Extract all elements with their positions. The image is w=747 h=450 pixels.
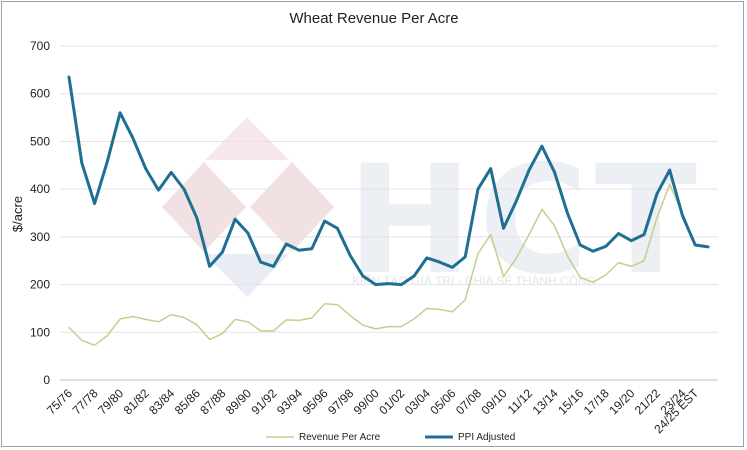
x-tick-label: 19/20 (606, 386, 637, 417)
series-line-ppi-adjusted (67, 75, 710, 287)
x-tick-label: 77/78 (70, 386, 101, 417)
watermark-caption: KIẾN TẠO GIÁ TRỊ - CHIA SẺ THÀNH CÔNG (352, 273, 596, 288)
x-tick-label: 87/88 (197, 386, 228, 417)
x-tick-label: 03/04 (402, 386, 433, 417)
series-line-revenue-per-acre (68, 183, 696, 346)
y-tick-label: 100 (30, 325, 50, 339)
y-tick-label: 0 (43, 373, 50, 387)
x-tick-label: 01/02 (376, 386, 407, 417)
grid-lines (60, 45, 718, 381)
y-axis-ticks: 0 100 200 300 400 500 600 700 (30, 39, 50, 387)
chart-title: Wheat Revenue Per Acre (289, 10, 458, 27)
x-tick-label: 93/94 (274, 386, 305, 417)
watermark-letters: HCT (347, 134, 703, 308)
x-tick-label: 95/96 (300, 386, 331, 417)
legend-label-ppi: PPI Adjusted (458, 432, 515, 443)
x-tick-label: 99/00 (351, 386, 382, 417)
x-tick-label: 81/82 (121, 386, 152, 417)
x-tick-label: 09/10 (479, 386, 510, 417)
x-tick-label: 91/92 (248, 386, 279, 417)
x-tick-label: 89/90 (223, 386, 254, 417)
y-tick-label: 300 (30, 230, 50, 244)
series-lines (67, 75, 710, 346)
y-axis-label: $/acre (10, 196, 25, 232)
x-tick-label: 07/08 (453, 386, 484, 417)
y-tick-label: 400 (30, 182, 50, 196)
x-tick-label: 75/76 (44, 386, 75, 417)
x-tick-label: 79/80 (95, 386, 126, 417)
x-tick-label: 13/14 (530, 386, 561, 417)
x-tick-label: 83/84 (146, 386, 177, 417)
watermark-logo: HCT KIẾN TẠO GIÁ TRỊ - CHIA SẺ THÀNH CÔN… (162, 117, 703, 308)
x-tick-label: 17/18 (581, 386, 612, 417)
x-tick-label: 97/98 (325, 386, 356, 417)
x-tick-label: 05/06 (427, 386, 458, 417)
watermark-diamond-right (250, 162, 334, 252)
y-tick-label: 700 (30, 39, 50, 53)
x-tick-label: 11/12 (505, 386, 536, 417)
watermark-diamond-top (205, 117, 289, 160)
x-tick-label: 85/86 (172, 386, 203, 417)
y-tick-label: 500 (30, 134, 50, 148)
x-tick-label: 21/22 (632, 386, 663, 417)
x-axis-ticks: 75/7677/7879/8081/8283/8485/8687/8889/90… (44, 386, 702, 436)
y-tick-label: 200 (30, 278, 50, 292)
watermark-diamond-left (162, 162, 246, 252)
y-tick-label: 600 (30, 87, 50, 101)
legend-label-revenue: Revenue Per Acre (299, 432, 381, 443)
legend: Revenue Per Acre PPI Adjusted (266, 432, 515, 443)
x-tick-label: 15/16 (555, 386, 586, 417)
